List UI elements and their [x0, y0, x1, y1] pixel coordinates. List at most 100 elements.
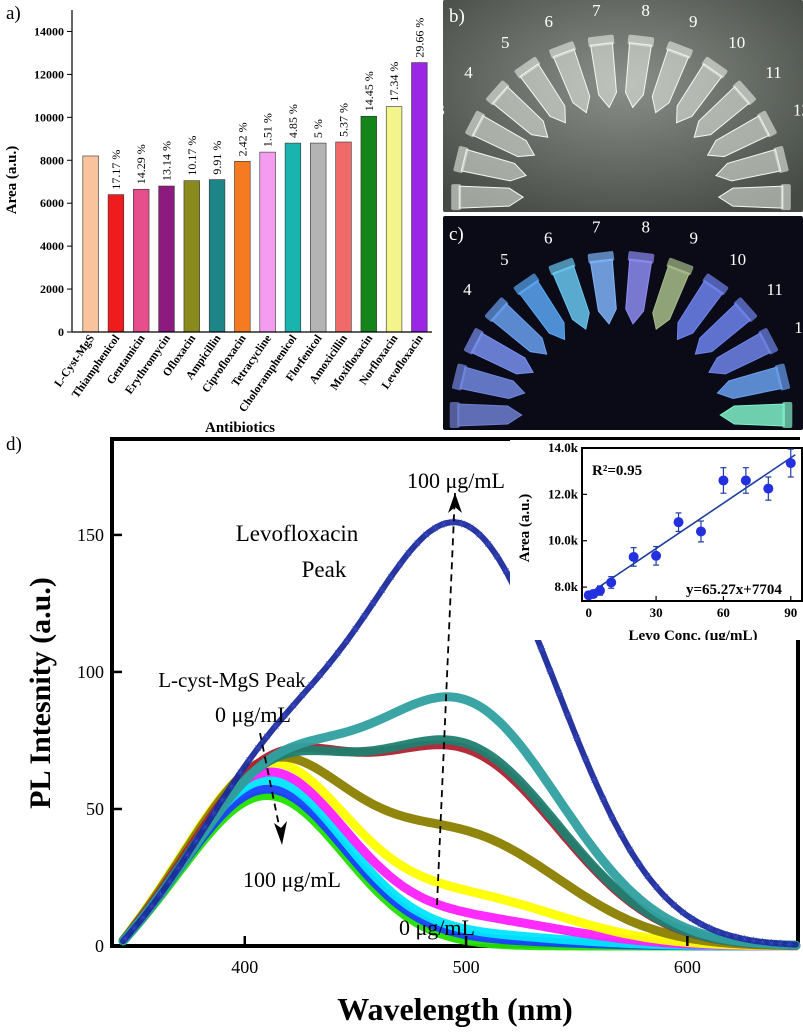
pl-star-marker: ✳	[749, 936, 758, 948]
pl-star-marker: ✳	[395, 560, 404, 572]
pl-star-marker: ✳	[280, 710, 289, 722]
bar-gentamicin	[133, 188, 150, 333]
bar-y-tick-label: 14000	[34, 24, 64, 38]
tube-7	[587, 34, 617, 109]
bar-y-tick-label: 10000	[34, 110, 64, 124]
inset-y-tick-label: 12.0k	[548, 486, 579, 501]
bar-moxifloxacin	[360, 115, 377, 333]
pl-star-marker: ✳	[625, 845, 634, 857]
pl-star-marker: ✳	[236, 768, 245, 780]
tube-number-label: 8	[641, 1, 650, 20]
pl-star-marker: ✳	[785, 939, 794, 951]
pl-star-marker: ✳	[652, 882, 661, 894]
pl-star-marker: ✳	[209, 808, 218, 820]
tube-number-label: 9	[689, 12, 698, 31]
calibration-inset: 0 30 60 90 8.0k 10.0k 12.0k 14.0k Area (a.u.) L…	[510, 440, 803, 640]
pl-x-tick-label: 500	[453, 957, 480, 977]
pl-star-marker: ✳	[608, 812, 617, 824]
tube-13	[716, 363, 791, 399]
tube-number-label: 7	[592, 218, 601, 237]
pl-y-axis-label: PL Intesnity (a.u.)	[24, 577, 57, 809]
pl-star-marker: ✳	[563, 711, 572, 723]
inset-data-point	[718, 475, 729, 486]
pl-star-marker: ✳	[253, 743, 262, 755]
tube-number-label: 5	[500, 250, 509, 269]
tube-3	[463, 328, 534, 375]
pl-x-axis-label: Wavelength (nm)	[337, 991, 573, 1027]
tube-8	[625, 251, 655, 325]
mgs-arrow	[259, 732, 283, 841]
levo-conc-low-label: 0 μg/mL	[399, 915, 475, 940]
pl-star-marker: ✳	[130, 923, 139, 935]
panel-label-c: c)	[449, 224, 464, 245]
photo-c-uv: 1234567891011121314	[443, 216, 803, 430]
panel-label-b: b)	[449, 6, 465, 27]
inset-fit-line	[588, 454, 796, 595]
pl-star-marker: ✳	[342, 636, 351, 648]
pl-star-marker: ✳	[369, 598, 378, 610]
pl-star-marker: ✳	[200, 822, 209, 834]
pl-star-marker: ✳	[546, 666, 555, 678]
inset-x-tick-label: 30	[650, 605, 663, 620]
bar-y-tick-label: 4000	[40, 239, 64, 253]
pl-star-marker: ✳	[554, 688, 563, 700]
pl-star-marker: ✳	[457, 518, 466, 530]
tube-10	[676, 273, 729, 341]
pl-star-marker: ✳	[634, 859, 643, 871]
pl-star-marker: ✳	[687, 914, 696, 926]
pl-star-marker: ✳	[758, 937, 767, 949]
pl-star-marker: ✳	[121, 934, 130, 946]
pl-star-marker: ✳	[714, 927, 723, 939]
tube-number-label: 7	[592, 1, 601, 20]
pl-star-marker: ✳	[351, 624, 360, 636]
pl-x-tick-label: 400	[231, 957, 258, 977]
tube-9	[652, 257, 694, 331]
pl-star-marker: ✳	[439, 519, 448, 531]
pl-y-tick-label: 150	[77, 525, 104, 545]
bar-l-cyst-mgs	[82, 155, 99, 333]
tube-4	[484, 297, 548, 355]
tube-8	[625, 34, 655, 109]
mgs-arrow-head	[274, 821, 287, 845]
bar-erythromycin	[158, 185, 175, 333]
pl-star-marker: ✳	[581, 754, 590, 766]
pl-star-marker: ✳	[740, 934, 749, 946]
tube-2	[451, 363, 526, 399]
bar-ciprofloxacin	[234, 161, 251, 333]
tube-number-label: 12	[793, 101, 803, 120]
pl-y-tick-label: 50	[86, 799, 104, 819]
pl-star-marker: ✳	[723, 930, 732, 942]
tube-number-label: 5	[501, 33, 510, 52]
tube-number-label: 4	[464, 63, 473, 82]
tube-13	[715, 146, 789, 182]
pl-star-marker: ✳	[422, 529, 431, 541]
bar-data-label: 1.51 %	[261, 113, 275, 147]
pl-star-marker: ✳	[298, 690, 307, 702]
levo-peak-title: Levofloxacin	[236, 521, 359, 546]
pl-star-marker: ✳	[767, 938, 776, 950]
pl-star-marker: ✳	[475, 529, 484, 541]
tube-2	[453, 146, 527, 182]
pl-star-marker: ✳	[430, 523, 439, 535]
pl-star-marker: ✳	[245, 755, 254, 767]
tube-11	[694, 297, 758, 355]
pl-x-tick-label: 600	[674, 957, 701, 977]
pl-star-marker: ✳	[669, 900, 678, 912]
bar-florfenicol	[310, 142, 327, 333]
bar-y-axis-label: Area (a.u.)	[4, 146, 20, 214]
inset-data-point	[606, 577, 617, 588]
pl-star-marker: ✳	[590, 775, 599, 787]
tube-number-label: 3	[443, 101, 445, 120]
tube-number-label: 10	[729, 250, 746, 269]
bar-ofloxacin	[183, 180, 200, 333]
pl-star-marker: ✳	[678, 907, 687, 919]
panel-label-d: d)	[6, 434, 22, 455]
pl-star-marker: ✳	[386, 572, 395, 584]
bar-y-tick-label: 2000	[40, 282, 64, 296]
pl-y-tick-label: 0	[95, 936, 104, 956]
tube-12	[706, 110, 777, 158]
inset-data-point	[785, 458, 796, 469]
bar-data-label: 13.14 %	[160, 141, 174, 181]
pl-star-marker: ✳	[466, 522, 475, 534]
tube-1	[451, 184, 525, 211]
